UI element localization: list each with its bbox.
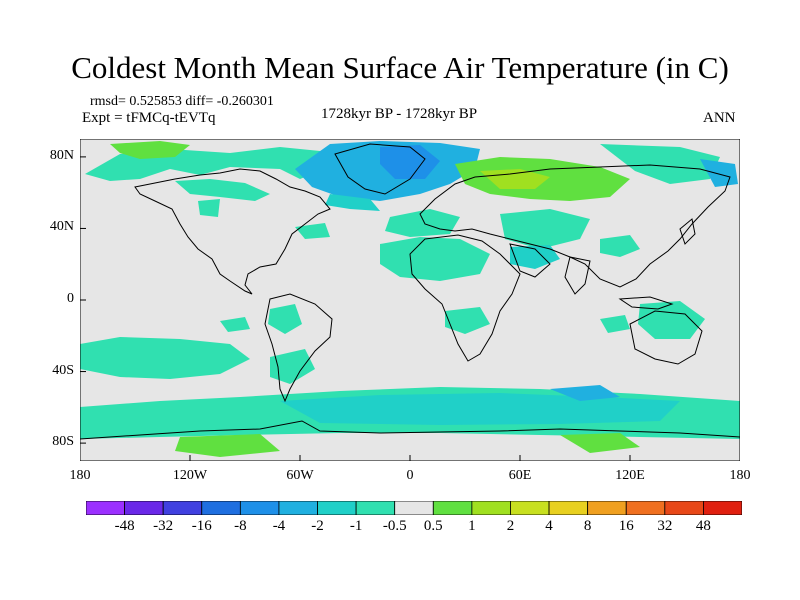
patch-equatorial-pacific <box>220 317 250 332</box>
colorbar-label: 48 <box>695 518 711 534</box>
lon-label-60W: 60W <box>286 468 314 483</box>
lat-label-80S: 80S <box>52 434 74 450</box>
patch-greenland-core <box>380 145 440 179</box>
colorbar-label: 2 <box>506 518 515 534</box>
patch-southern-ocean-blue <box>550 385 620 401</box>
map-title: Coldest Month Mean Surface Air Temperatu… <box>71 50 729 85</box>
coast-antarctica <box>80 420 740 440</box>
colorbar-label: 16 <box>618 518 634 534</box>
colorbar-swatch <box>124 501 164 515</box>
colorbar-label: 8 <box>583 518 592 534</box>
colorbar <box>86 501 742 515</box>
colorbar-swatch <box>471 501 511 515</box>
patch-south-america <box>268 304 302 334</box>
patch-antarctica-warm <box>175 434 280 457</box>
patch-east-siberia <box>600 144 720 184</box>
coast-greenland <box>334 143 426 195</box>
period-label: 1728kyr BP - 1728kyr BP <box>321 106 478 122</box>
patch-atlantic <box>295 223 330 239</box>
colorbar-swatch <box>201 501 241 515</box>
coastlines <box>80 143 740 440</box>
lon-label-60E: 60E <box>508 468 532 483</box>
season-label: ANN <box>703 110 736 126</box>
coast-south-america <box>264 293 333 403</box>
stats-line: rmsd= 0.525853 diff= -0.260301 <box>90 94 274 109</box>
colorbar-label: -8 <box>234 518 247 534</box>
colorbar-swatch <box>548 501 589 515</box>
colorbar-label: -2 <box>311 518 324 534</box>
colorbar-swatch <box>317 501 357 515</box>
colorbar-swatch <box>239 501 280 515</box>
patch-central-asia <box>510 245 560 269</box>
colorbar-swatch <box>432 501 473 515</box>
colorbar-swatch <box>86 501 125 515</box>
colorbar-label: -4 <box>272 518 286 534</box>
colorbar-swatch <box>278 501 318 515</box>
colorbar-swatch <box>587 501 627 515</box>
colorbar-swatch <box>703 501 742 515</box>
coast-indonesia <box>618 296 674 310</box>
coast-india <box>564 256 591 295</box>
patch-north-atlantic <box>325 194 380 211</box>
lat-label-0: 0 <box>67 291 74 306</box>
lon-label-180: 180 <box>729 468 751 483</box>
lon-label-120E: 120E <box>615 468 645 483</box>
colorbar-label: -32 <box>153 518 174 534</box>
anomaly-patches <box>80 141 740 457</box>
colorbar-swatch <box>394 501 434 515</box>
colorbar-label: -48 <box>114 518 135 534</box>
coast-eurasia <box>419 164 731 288</box>
patch-siberia-warm-strong <box>480 169 550 189</box>
patch-antarctica-warm-east <box>560 433 640 453</box>
patch-indian-ocean <box>600 315 630 333</box>
lon-label-120W: 120W <box>172 468 208 483</box>
patch-pacific-east <box>198 199 220 217</box>
colorbar-label: -1 <box>349 518 363 534</box>
patch-south-pacific <box>80 337 250 379</box>
colorbar-label: -0.5 <box>382 518 407 534</box>
temperature-map <box>80 139 740 461</box>
patch-north-africa <box>380 237 490 281</box>
colorbar-swatch <box>355 501 396 515</box>
lat-label-40N: 40N <box>49 219 74 235</box>
patch-middle-east <box>500 209 590 249</box>
experiment-label: Expt = tFMCq-tEVTq <box>82 110 216 126</box>
lon-label-180: 180 <box>69 468 91 483</box>
patch-central-africa <box>445 307 490 334</box>
lat-label-40S: 40S <box>52 362 74 378</box>
colorbar-swatch <box>625 501 666 515</box>
colorbar-label: -16 <box>191 518 212 534</box>
patch-europe <box>385 209 460 237</box>
axis-ticks <box>80 156 740 461</box>
colorbar-swatch <box>510 501 550 515</box>
patch-tibet <box>600 235 640 257</box>
coast-australia <box>629 310 703 365</box>
lat-label-80N: 80N <box>49 147 74 163</box>
colorbar-swatch <box>162 501 203 515</box>
coast-japan <box>679 218 696 245</box>
coast-africa <box>409 234 521 362</box>
patch-south-atlantic <box>270 349 315 384</box>
lon-label-0: 0 <box>406 468 414 483</box>
colorbar-label: 0.5 <box>423 518 443 534</box>
patch-canada <box>175 179 270 201</box>
patch-north-america-arctic-green <box>110 141 190 159</box>
coast-north-america <box>134 168 331 295</box>
coast-arabia <box>509 243 551 278</box>
colorbar-label: 4 <box>545 518 553 534</box>
colorbar-label: 1 <box>468 518 476 534</box>
colorbar-label: 32 <box>657 518 673 534</box>
patch-australia <box>638 301 705 339</box>
colorbar-swatch <box>664 501 704 515</box>
